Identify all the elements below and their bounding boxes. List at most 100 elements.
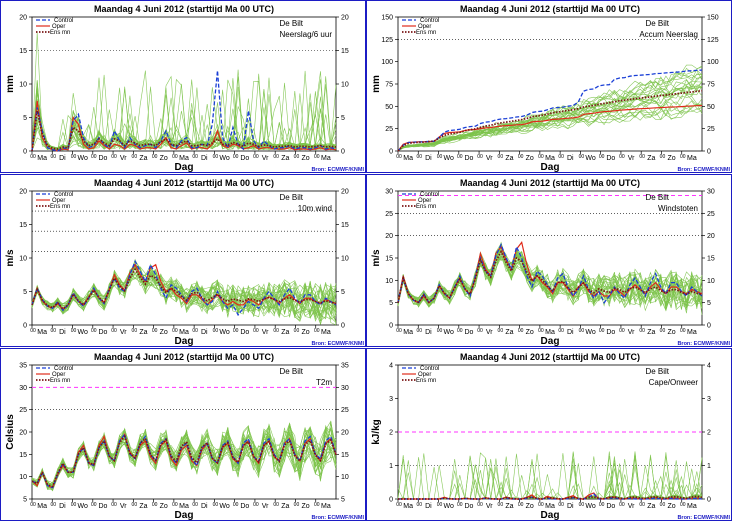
x-day-label: Wo <box>77 155 87 162</box>
x-hour-label: 00 <box>213 328 219 334</box>
x-day-label: Zo <box>302 155 310 162</box>
x-hour-label: 00 <box>314 328 320 334</box>
panel-t2m: Maandag 4 Juni 2012 (starttijd Ma 00 UTC… <box>0 348 366 521</box>
x-hour-label: 00 <box>599 328 605 334</box>
x-axis-label: Dag <box>541 510 560 521</box>
ensemble-member-line <box>397 249 703 312</box>
chart-title: Maandag 4 Juni 2012 (starttijd Ma 00 UTC… <box>460 178 640 188</box>
x-hour-label: 00 <box>192 154 198 160</box>
x-hour-label: 00 <box>30 154 36 160</box>
x-hour-label: 00 <box>599 154 605 160</box>
chart-title: Maandag 4 Juni 2012 (starttijd Ma 00 UTC… <box>94 352 274 362</box>
x-day-label: Ma <box>179 329 189 336</box>
x-hour-label: 00 <box>518 154 524 160</box>
legend-label: Ens mn <box>50 378 70 384</box>
y-tick-label-right: 20 <box>341 15 349 22</box>
y-tick-label: 100 <box>381 59 393 66</box>
x-day-label: Za <box>281 155 289 162</box>
x-day-label: Vr <box>486 155 493 162</box>
chart-cape-onweer: Maandag 4 Juni 2012 (starttijd Ma 00 UTC… <box>371 352 730 521</box>
x-hour-label: 00 <box>396 502 402 508</box>
x-day-label: Vr <box>262 329 269 336</box>
x-day-label: Di <box>59 155 66 162</box>
x-day-label: Do <box>606 155 615 162</box>
x-hour-label: 00 <box>457 502 463 508</box>
y-axis-label: m/s <box>5 249 16 267</box>
x-day-label: Do <box>606 329 615 336</box>
y-tick-label: 10 <box>19 82 27 89</box>
x-hour-label: 00 <box>132 328 138 334</box>
x-hour-label: 00 <box>91 154 97 160</box>
chart-title: Maandag 4 Juni 2012 (starttijd Ma 00 UTC… <box>460 4 640 14</box>
x-day-label: Di <box>425 329 432 336</box>
y-axis-label: mm <box>5 75 16 93</box>
x-hour-label: 00 <box>192 502 198 508</box>
x-day-label: Zo <box>526 329 534 336</box>
legend-label: Oper <box>418 372 431 378</box>
x-day-label: Do <box>98 155 107 162</box>
x-hour-label: 00 <box>660 154 666 160</box>
x-hour-label: 00 <box>579 328 585 334</box>
chart-subtitle: T2m <box>316 378 332 387</box>
chart-neerslag-6uur: Maandag 4 Juni 2012 (starttijd Ma 00 UTC… <box>5 4 364 172</box>
y-tick-label-right: 10 <box>707 278 715 285</box>
y-tick-label: 20 <box>19 15 27 22</box>
x-day-label: Zo <box>668 503 676 510</box>
y-tick-label: 3 <box>389 396 393 403</box>
chart-title: Maandag 4 Juni 2012 (starttijd Ma 00 UTC… <box>94 4 274 14</box>
x-day-label: Wo <box>77 329 87 336</box>
x-day-label: Za <box>647 329 655 336</box>
x-day-label: Ma <box>545 503 555 510</box>
y-tick-label: 30 <box>385 189 393 196</box>
x-hour-label: 00 <box>437 502 443 508</box>
x-day-label: Ma <box>321 329 331 336</box>
x-hour-label: 00 <box>152 328 158 334</box>
y-axis-label: m/s <box>371 249 382 267</box>
y-tick-label-right: 0 <box>707 497 711 504</box>
y-tick-label-right: 15 <box>707 256 715 263</box>
ensemble-member-line <box>397 77 703 152</box>
y-tick-label: 0 <box>389 149 393 156</box>
y-tick-label: 25 <box>385 126 393 133</box>
x-hour-label: 00 <box>294 502 300 508</box>
x-hour-label: 00 <box>680 502 686 508</box>
x-hour-label: 00 <box>233 502 239 508</box>
x-day-label: Do <box>606 503 615 510</box>
x-axis-label: Dag <box>175 336 194 347</box>
x-day-label: Vr <box>486 329 493 336</box>
x-day-label: Wo <box>77 503 87 510</box>
x-hour-label: 00 <box>273 328 279 334</box>
y-tick-label: 150 <box>381 15 393 22</box>
y-tick-label-right: 0 <box>341 149 345 156</box>
legend-label: Ens mn <box>50 30 70 36</box>
x-day-label: Ma <box>687 155 697 162</box>
y-tick-label: 15 <box>385 256 393 263</box>
x-hour-label: 00 <box>253 328 259 334</box>
x-day-label: Di <box>425 503 432 510</box>
y-tick-label: 10 <box>385 278 393 285</box>
y-tick-label: 5 <box>23 497 27 504</box>
x-day-label: Za <box>139 329 147 336</box>
ensemble-member-line <box>397 98 703 152</box>
x-day-label: Di <box>567 155 574 162</box>
y-tick-label-right: 75 <box>707 82 715 89</box>
x-hour-label: 00 <box>50 328 56 334</box>
legend-label: Oper <box>418 198 431 204</box>
x-day-label: Di <box>567 329 574 336</box>
source-label: Bron: ECMWF/KNMI <box>677 341 730 347</box>
ensemble-member-line <box>397 64 703 152</box>
y-tick-label: 5 <box>389 300 393 307</box>
source-label: Bron: ECMWF/KNMI <box>311 341 364 347</box>
x-hour-label: 00 <box>599 502 605 508</box>
x-day-label: Zo <box>160 329 168 336</box>
legend-label: Ens mn <box>416 30 436 36</box>
y-tick-label-right: 25 <box>341 407 349 414</box>
x-day-label: Wo <box>219 503 229 510</box>
x-day-label: Za <box>647 503 655 510</box>
x-day-label: Ma <box>687 503 697 510</box>
x-hour-label: 00 <box>437 154 443 160</box>
ensemble-member-line <box>31 258 337 315</box>
x-day-label: Ma <box>179 503 189 510</box>
x-day-label: Di <box>201 329 208 336</box>
y-tick-label: 0 <box>23 149 27 156</box>
